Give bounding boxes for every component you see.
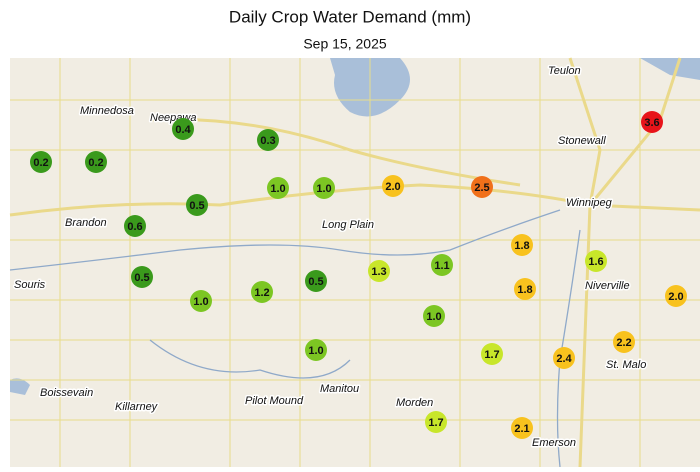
place-label: Long Plain [322, 219, 374, 231]
basemap [9, 57, 700, 468]
station-value: 1.2 [254, 287, 269, 299]
station-marker [190, 290, 212, 312]
station-value: 0.5 [189, 200, 204, 212]
station-marker [305, 339, 327, 361]
station-marker [514, 278, 536, 300]
station-value: 2.4 [556, 353, 572, 365]
station-value: 1.0 [270, 183, 285, 195]
place-label: Boissevain [40, 387, 93, 399]
station-value: 1.8 [514, 240, 529, 252]
station-value: 0.4 [175, 124, 191, 136]
station-value: 0.2 [88, 157, 103, 169]
station-marker [511, 417, 533, 439]
map-subtitle: Sep 15, 2025 [303, 36, 387, 52]
station-value: 1.7 [428, 417, 443, 429]
place-label: Pilot Mound [245, 395, 304, 407]
place-label: Emerson [532, 437, 576, 449]
station-value: 2.2 [616, 337, 631, 349]
place-label: Winnipeg [566, 197, 613, 209]
station-marker [257, 129, 279, 151]
station-marker [368, 260, 390, 282]
station-value: 1.8 [517, 284, 532, 296]
station-value: 2.0 [668, 291, 683, 303]
station-marker [305, 270, 327, 292]
station-marker [425, 411, 447, 433]
station-marker [481, 343, 503, 365]
station-marker [313, 177, 335, 199]
station-marker [641, 111, 663, 133]
place-label: Teulon [548, 65, 581, 77]
station-marker [124, 215, 146, 237]
place-label: Brandon [65, 217, 107, 229]
station-value: 0.5 [308, 276, 323, 288]
station-value: 1.1 [434, 260, 449, 272]
station-marker [30, 151, 52, 173]
station-marker [251, 281, 273, 303]
station-marker [267, 177, 289, 199]
station-marker [613, 331, 635, 353]
station-value: 0.2 [33, 157, 48, 169]
place-label: St. Malo [606, 359, 646, 371]
station-marker [471, 176, 493, 198]
station-value: 0.6 [127, 221, 142, 233]
station-marker [511, 234, 533, 256]
station-value: 1.0 [193, 296, 208, 308]
place-label: Morden [396, 397, 433, 409]
station-marker [665, 285, 687, 307]
place-label: Minnedosa [80, 105, 134, 117]
station-marker [431, 254, 453, 276]
station-value: 1.0 [308, 345, 323, 357]
station-marker [423, 305, 445, 327]
station-marker [382, 175, 404, 197]
station-value: 3.6 [644, 117, 659, 129]
station-value: 2.5 [474, 182, 489, 194]
map-title: Daily Crop Water Demand (mm) [229, 7, 471, 26]
station-value: 2.1 [514, 423, 529, 435]
station-value: 2.0 [385, 181, 400, 193]
place-label: Stonewall [558, 135, 606, 147]
station-marker [172, 118, 194, 140]
station-marker [131, 266, 153, 288]
station-value: 1.7 [484, 349, 499, 361]
station-marker [553, 347, 575, 369]
stations: 0.4 0.3 0.2 0.2 1.0 1.0 2.0 2.5 3.6 0.5 0.6 1.8 1.6 1… [30, 111, 687, 439]
station-value: 1.6 [588, 256, 603, 268]
place-label: Souris [14, 279, 46, 291]
place-label: Manitou [320, 383, 359, 395]
station-value: 1.3 [371, 266, 386, 278]
station-value: 0.3 [260, 135, 275, 147]
place-label: Niverville [585, 280, 630, 292]
station-marker [186, 194, 208, 216]
station-value: 0.5 [134, 272, 149, 284]
station-value: 1.0 [316, 183, 331, 195]
station-value: 1.0 [426, 311, 441, 323]
station-marker [85, 151, 107, 173]
place-label: Killarney [115, 401, 159, 413]
station-marker [585, 250, 607, 272]
